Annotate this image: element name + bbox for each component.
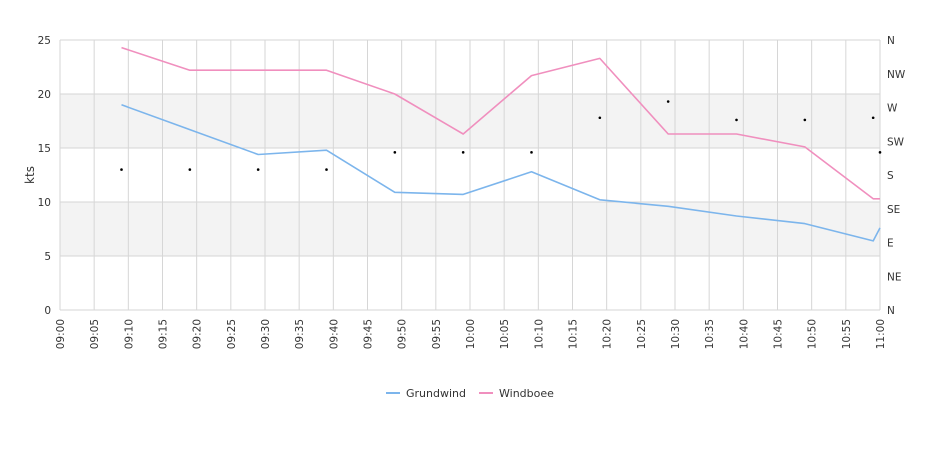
x-tick-label: 10:05 xyxy=(499,319,511,349)
x-tick-label: 09:10 xyxy=(123,319,135,349)
x-tick-label: 09:20 xyxy=(192,319,204,349)
x-tick-label: 09:40 xyxy=(328,319,340,349)
x-tick-label: 10:40 xyxy=(738,319,750,349)
x-tick-label: 09:35 xyxy=(294,319,306,349)
direction-point xyxy=(120,168,123,171)
direction-tick-label: SE xyxy=(887,204,900,216)
x-tick-label: 09:55 xyxy=(431,319,443,349)
legend[interactable]: Grundwind Windboee xyxy=(386,387,554,400)
x-tick-label: 10:20 xyxy=(602,319,614,349)
legend-label: Windboee xyxy=(499,387,554,400)
x-tick-label: 09:15 xyxy=(158,319,170,349)
legend-item-grundwind[interactable]: Grundwind xyxy=(386,387,466,400)
y-tick-label: 25 xyxy=(38,35,51,47)
y-tick-label: 5 xyxy=(44,251,51,263)
right-axis-ticks: N NE E SE S SW W NW N xyxy=(887,35,906,317)
x-tick-label: 10:15 xyxy=(568,319,580,349)
x-tick-label: 10:00 xyxy=(465,319,477,349)
direction-point xyxy=(735,118,738,122)
x-tick-label: 10:30 xyxy=(670,319,682,349)
direction-point xyxy=(530,151,533,154)
x-tick-label: 09:50 xyxy=(397,319,409,349)
y-tick-label: 20 xyxy=(38,89,51,101)
series-line-windboee xyxy=(121,46,880,200)
direction-point xyxy=(878,151,882,154)
x-tick-label: 09:30 xyxy=(260,319,272,349)
direction-point xyxy=(666,100,670,103)
x-tick-label: 09:25 xyxy=(226,319,238,349)
direction-point xyxy=(325,168,328,171)
direction-point xyxy=(188,168,192,171)
direction-tick-label: NW xyxy=(887,69,906,81)
legend-item-windboee[interactable]: Windboee xyxy=(479,387,554,400)
direction-point xyxy=(393,151,397,154)
direction-points xyxy=(120,100,882,171)
direction-point xyxy=(598,116,602,120)
direction-tick-label: N xyxy=(887,305,895,317)
x-tick-label: 10:10 xyxy=(533,319,545,349)
y-axis-ticks: 0 5 10 15 20 25 xyxy=(38,35,51,317)
direction-tick-label: W xyxy=(887,103,898,115)
x-tick-label: 09:00 xyxy=(55,319,67,349)
y-tick-label: 0 xyxy=(44,305,51,317)
direction-tick-label: SW xyxy=(887,136,905,148)
x-tick-label: 09:05 xyxy=(89,319,101,349)
x-tick-label: 10:55 xyxy=(841,319,853,349)
x-tick-label: 10:35 xyxy=(704,319,716,349)
x-tick-label: 11:00 xyxy=(875,319,887,349)
x-tick-label: 10:50 xyxy=(807,319,819,349)
direction-tick-label: S xyxy=(887,170,894,182)
direction-tick-label: E xyxy=(887,238,894,250)
direction-point xyxy=(256,168,260,171)
x-axis-ticks: 09:00 09:05 09:10 09:15 09:20 09:25 09:30 09:35… xyxy=(55,319,887,349)
y-tick-label: 15 xyxy=(38,143,51,155)
direction-point xyxy=(871,116,875,120)
direction-tick-label: NE xyxy=(887,271,902,283)
series-lines xyxy=(121,46,881,242)
y-axis-title: kts xyxy=(23,166,37,184)
x-tick-label: 10:45 xyxy=(773,319,785,349)
grid-lines xyxy=(59,39,881,311)
direction-point xyxy=(803,118,807,122)
direction-point xyxy=(461,151,465,154)
legend-label: Grundwind xyxy=(406,387,466,400)
direction-tick-label: N xyxy=(887,35,895,47)
x-tick-label: 09:45 xyxy=(363,319,375,349)
x-tick-label: 10:25 xyxy=(636,319,648,349)
series-line-grundwind xyxy=(121,104,881,242)
y-tick-label: 10 xyxy=(38,197,51,209)
